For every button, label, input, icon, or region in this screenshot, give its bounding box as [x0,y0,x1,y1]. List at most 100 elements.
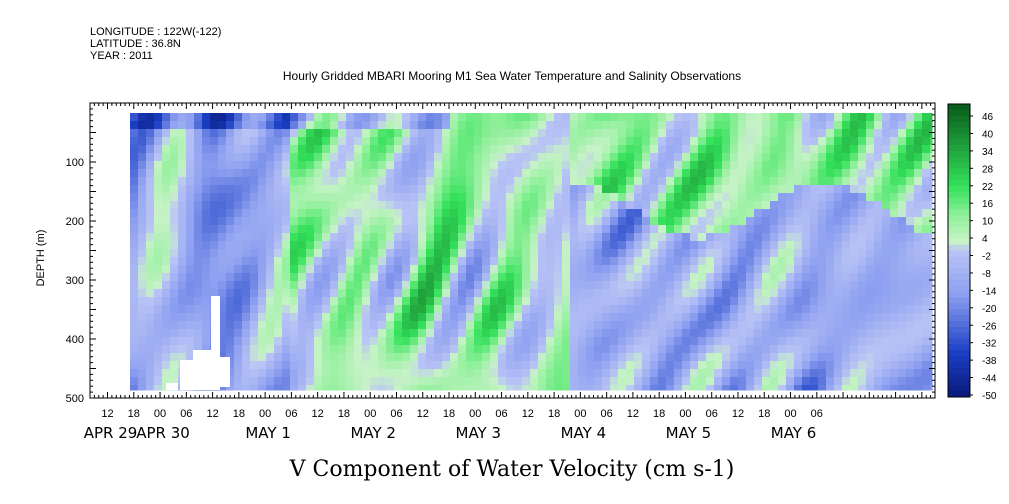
colorbar-swatch [948,361,970,369]
heatmap-cell [298,145,307,154]
heatmap-cell [714,177,723,186]
heatmap-cell [314,209,323,218]
heatmap-cell [626,281,635,290]
heatmap-cell [314,337,323,346]
heatmap-cell [626,193,635,202]
heatmap-cell [346,385,355,391]
heatmap-cell [218,345,227,354]
heatmap-cell [250,377,259,386]
heatmap-cell [482,345,491,354]
heatmap-cell [458,265,467,274]
heatmap-cell [450,193,459,202]
heatmap-cell [730,273,739,282]
heatmap-cell [298,289,307,298]
colorbar-label: 28 [982,164,994,175]
heatmap-cell [418,169,427,178]
heatmap-cell [594,249,603,258]
heatmap-cell [482,361,491,370]
heatmap-cell [658,257,667,266]
heatmap-cell [738,225,747,234]
heatmap-cell [770,209,779,218]
heatmap-cell [850,121,859,130]
heatmap-cell [802,353,811,362]
heatmap-cell [338,265,347,274]
heatmap-cell [562,305,571,314]
heatmap-cell [482,177,491,186]
heatmap-cell [794,177,803,186]
heatmap-cell [522,273,531,282]
heatmap-cell [442,321,451,330]
heatmap-cell [410,281,419,290]
heatmap-cell [842,265,851,274]
heatmap-cell [698,289,707,298]
heatmap-cell [626,153,635,162]
heatmap-cell [338,113,347,122]
heatmap-cell [458,337,467,346]
heatmap-cell [226,217,235,226]
heatmap-cell [866,305,875,314]
x-hour-label: 12 [417,408,429,420]
heatmap-cell [666,305,675,314]
heatmap-cell [754,153,763,162]
heatmap-cell [562,321,571,330]
heatmap-cell [778,337,787,346]
x-hour-label: 00 [469,408,481,420]
heatmap-cell [802,377,811,386]
heatmap-cell [394,369,403,378]
heatmap-cell [738,137,747,146]
heatmap-cell [522,177,531,186]
heatmap-cell [738,353,747,362]
heatmap-cell [698,329,707,338]
heatmap-cell [362,121,371,130]
heatmap-cell [810,137,819,146]
heatmap-cell [554,281,563,290]
heatmap-cell [474,361,483,370]
heatmap-cell [666,297,675,306]
heatmap-cell [394,297,403,306]
heatmap-cell [922,281,931,290]
heatmap-cell [474,281,483,290]
heatmap-cell [338,241,347,250]
heatmap-cell [666,185,675,194]
heatmap-cell [226,289,235,298]
heatmap-cell [786,313,795,322]
heatmap-cell [250,161,259,170]
heatmap-cell [226,225,235,234]
heatmap-cell [234,217,243,226]
heatmap-cell [610,345,619,354]
heatmap-cell [794,321,803,330]
heatmap-cell [186,185,195,194]
heatmap-cell [290,385,299,391]
heatmap-cell [770,225,779,234]
heatmap-cell [914,281,923,290]
x-hour-label: 06 [706,408,718,420]
heatmap-cell [866,313,875,322]
heatmap-cell [426,201,435,210]
heatmap-cell [610,241,619,250]
heatmap-cell [530,313,539,322]
heatmap-cell [626,353,635,362]
heatmap-cell [530,265,539,274]
heatmap-cell [474,129,483,138]
heatmap-cell [402,377,411,386]
heatmap-cell [842,193,851,202]
heatmap-cell [698,305,707,314]
heatmap-cell [466,369,475,378]
colorbar-frame [947,103,971,398]
heatmap-cell [330,153,339,162]
heatmap-cell [322,201,331,210]
heatmap-cell [754,385,763,391]
heatmap-cell [146,369,155,378]
heatmap-cell [802,113,811,122]
heatmap-cell [514,185,523,194]
heatmap-cell [226,233,235,242]
heatmap-cell [890,257,899,266]
heatmap-cell [826,273,835,282]
heatmap-cell [514,257,523,266]
heatmap-cell [674,185,683,194]
heatmap-cell [458,217,467,226]
heatmap-cell [858,177,867,186]
heatmap-cell [362,273,371,282]
heatmap-cell [314,121,323,130]
heatmap-cell [626,129,635,138]
